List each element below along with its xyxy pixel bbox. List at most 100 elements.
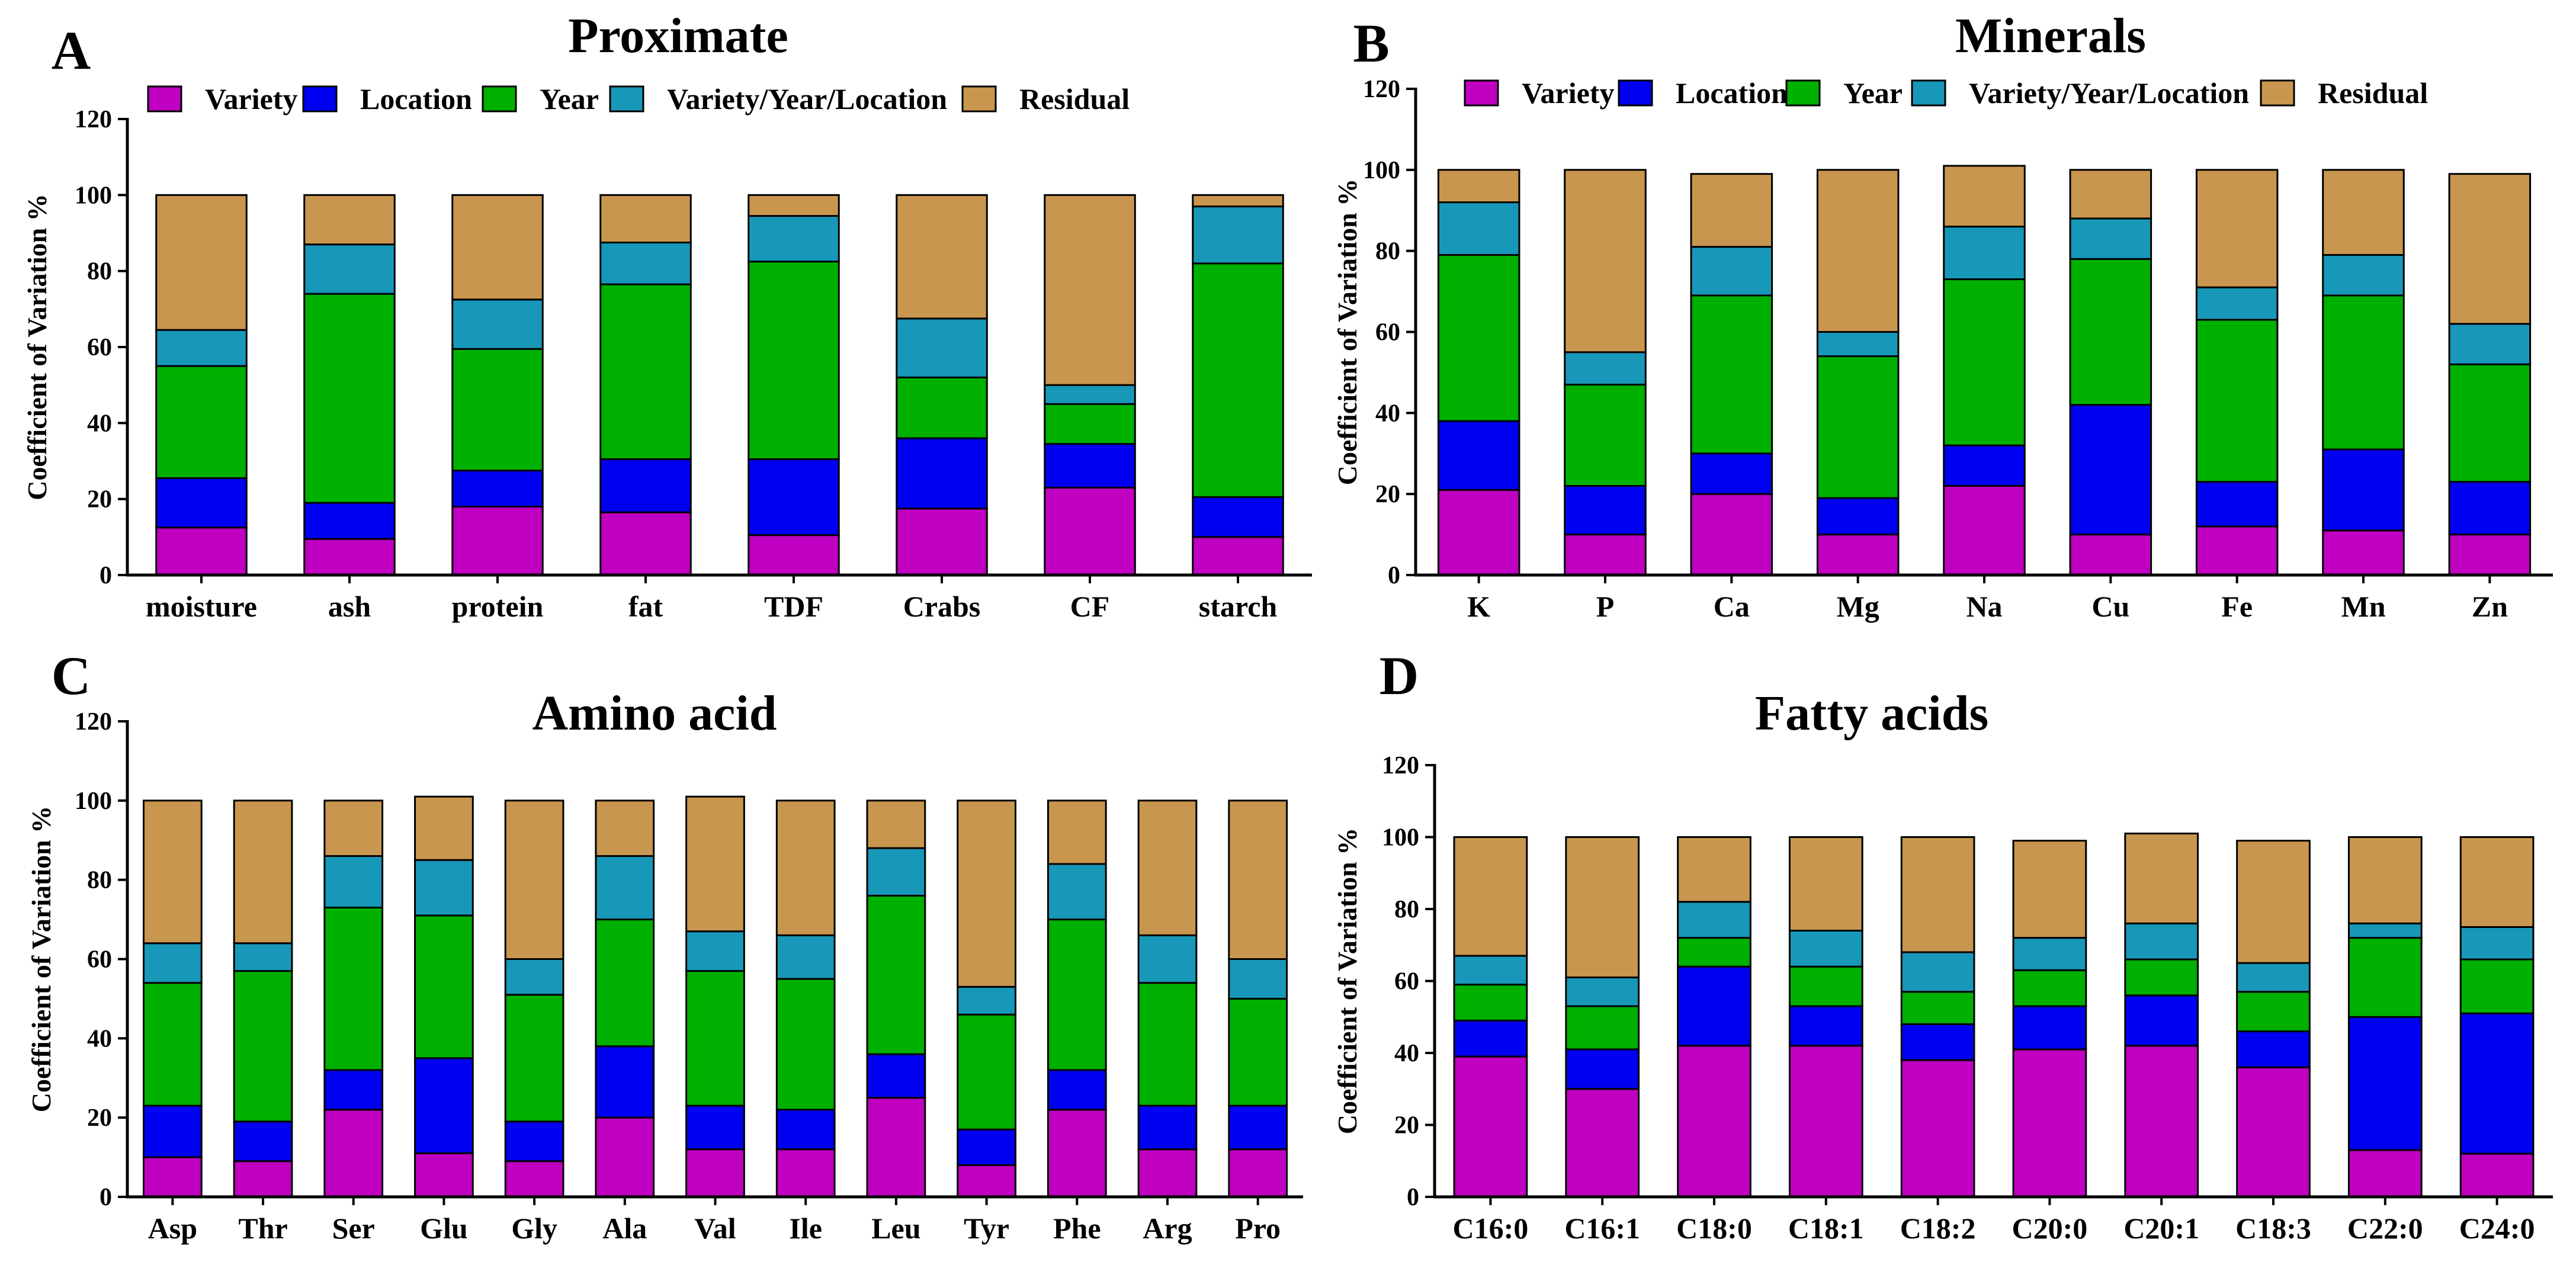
legend-swatch-residual (2260, 79, 2295, 107)
bar-segment-year-zn (2448, 363, 2532, 483)
y-tick-label-20: 20 (87, 486, 112, 513)
x-tick-label-fat: fat (628, 590, 663, 623)
bar-segment-location-c16-1 (1565, 1048, 1640, 1090)
bar-segment-year-cu (2069, 258, 2152, 406)
legend-swatch-location (1618, 79, 1653, 107)
bar-segment-variety-year-location-c16-0 (1453, 955, 1528, 986)
y-tick-label-0: 0 (100, 1184, 112, 1211)
legend-label-location: Location (1676, 76, 1788, 110)
bar-segment-variety-ser (323, 1109, 384, 1198)
bar-segment-variety-year-location-ca (1690, 246, 1773, 297)
chart-title: Fatty acids (1755, 686, 1988, 741)
bar-segment-variety-year-location-c22-0 (2347, 922, 2423, 939)
bar-segment-year-k (1437, 254, 1520, 422)
bar-segment-residual-c22-0 (2347, 836, 2423, 924)
x-tick-label-ala: Ala (602, 1212, 647, 1245)
bar-segment-residual-protein (451, 194, 544, 301)
bar-segment-variety-tdf (748, 534, 840, 576)
bar-segment-variety-cu (2069, 534, 2152, 576)
bar-segment-location-ser (323, 1069, 384, 1111)
bar-segment-variety-year-location-thr (233, 942, 293, 972)
bar-segment-residual-gly (504, 799, 564, 961)
bar-segment-residual-asp (142, 799, 203, 945)
legend-swatch-location (302, 85, 338, 113)
bar-segment-year-glu (414, 914, 474, 1059)
bar-segment-location-c20-0 (2012, 1005, 2087, 1051)
bar-segment-variety-arg (1137, 1148, 1198, 1198)
bar-segment-variety-year-location-tyr (957, 985, 1016, 1016)
x-tick-label-zn: Zn (2472, 590, 2508, 623)
bar-segment-year-cf (1044, 403, 1136, 445)
bar-segment-variety-mn (2322, 529, 2405, 576)
bar-segment-residual-k (1437, 169, 1520, 204)
y-tick-label-0: 0 (1388, 562, 1400, 589)
x-tick-label-c20-1: C20:1 (2123, 1212, 2199, 1245)
bar-segment-year-gly (504, 994, 564, 1123)
bar-segment-location-ca (1690, 452, 1773, 495)
bar-segment-variety-c24-0 (2459, 1152, 2535, 1198)
bar-segment-location-ala (595, 1045, 655, 1119)
bar-segment-location-pro (1228, 1104, 1288, 1151)
bar-segment-year-tdf (748, 261, 840, 460)
x-tick-label-crabs: Crabs (903, 590, 981, 623)
panel-letter: C (52, 646, 91, 706)
bar-segment-residual-pro (1228, 799, 1288, 961)
legend-swatch-variety-year-location (609, 85, 644, 113)
bar-segment-variety-pro (1228, 1148, 1288, 1198)
bar-segment-location-crabs (896, 437, 988, 510)
bar-segment-location-val (685, 1104, 745, 1151)
bar-segment-location-c24-0 (2459, 1012, 2535, 1155)
bar-segment-residual-phe (1047, 799, 1107, 865)
y-tick-label-60: 60 (87, 334, 112, 361)
bar-segment-variety-c16-1 (1565, 1088, 1640, 1198)
bar-segment-year-mn (2322, 294, 2405, 451)
bar-segment-variety-year-location-mg (1816, 331, 1900, 358)
panel-d: D Fatty acids Coefficient of Variation % C1… (1332, 646, 2553, 1245)
bar-segment-variety-moisture (155, 526, 248, 576)
bar-segment-variety-cf (1044, 486, 1136, 576)
y-tick-label-60: 60 (1394, 968, 1419, 996)
bar-segment-year-moisture (155, 365, 248, 479)
y-tick-label-100: 100 (1382, 824, 1419, 852)
bar-segment-year-ala (595, 919, 655, 1048)
bar-segment-year-mg (1816, 355, 1900, 499)
bar-segment-location-glu (414, 1057, 474, 1154)
bar-segment-variety-phe (1047, 1109, 1107, 1198)
bar-segment-residual-c18-2 (1900, 836, 1975, 953)
bar-segment-location-k (1437, 420, 1520, 491)
bar-segment-residual-c20-0 (2012, 840, 2087, 939)
x-tick-label-ash: ash (328, 590, 371, 623)
legend-label-variety: Variety (205, 82, 297, 115)
panel-letter: D (1380, 646, 1419, 706)
bar-segment-year-c20-0 (2012, 969, 2087, 1007)
bar-segment-variety-year-location-cf (1044, 384, 1136, 405)
bar-segment-variety-year-location-c20-1 (2124, 922, 2199, 961)
legend-label-variety-year-location: Variety/Year/Location (667, 82, 947, 115)
bar-segment-variety-ash (303, 538, 396, 576)
bar-segment-variety-zn (2448, 534, 2532, 576)
y-axis-title: Coefficient of Variation % (1332, 828, 1362, 1134)
panel-letter: B (1353, 13, 1389, 73)
y-axis-title: Coefficient of Variation % (22, 194, 52, 500)
bar-segment-variety-year-location-phe (1047, 863, 1107, 921)
legend-label-year: Year (540, 82, 599, 115)
bar-segment-residual-val (685, 795, 745, 933)
bar-segment-residual-crabs (896, 194, 988, 320)
bar-segment-variety-glu (414, 1152, 474, 1198)
x-tick-label-glu: Glu (420, 1212, 468, 1245)
bar-segment-residual-na (1943, 165, 2026, 228)
bar-segment-location-mg (1816, 497, 1900, 536)
bar-segment-year-c24-0 (2459, 958, 2535, 1014)
y-tick-label-120: 120 (75, 106, 112, 133)
x-tick-label-c16-1: C16:1 (1564, 1212, 1640, 1245)
bar-segment-variety-p (1564, 534, 1647, 576)
bar-segment-variety-na (1943, 484, 2026, 576)
bar-segment-residual-cf (1044, 194, 1136, 386)
bar-segment-year-leu (866, 894, 926, 1055)
legend-label-residual: Residual (2318, 76, 2428, 110)
legend-label-year: Year (1843, 76, 1903, 110)
bar-segment-variety-c18-0 (1677, 1045, 1751, 1198)
bar-segment-residual-c20-1 (2124, 832, 2199, 924)
bar-segment-year-c18-1 (1788, 965, 1863, 1007)
